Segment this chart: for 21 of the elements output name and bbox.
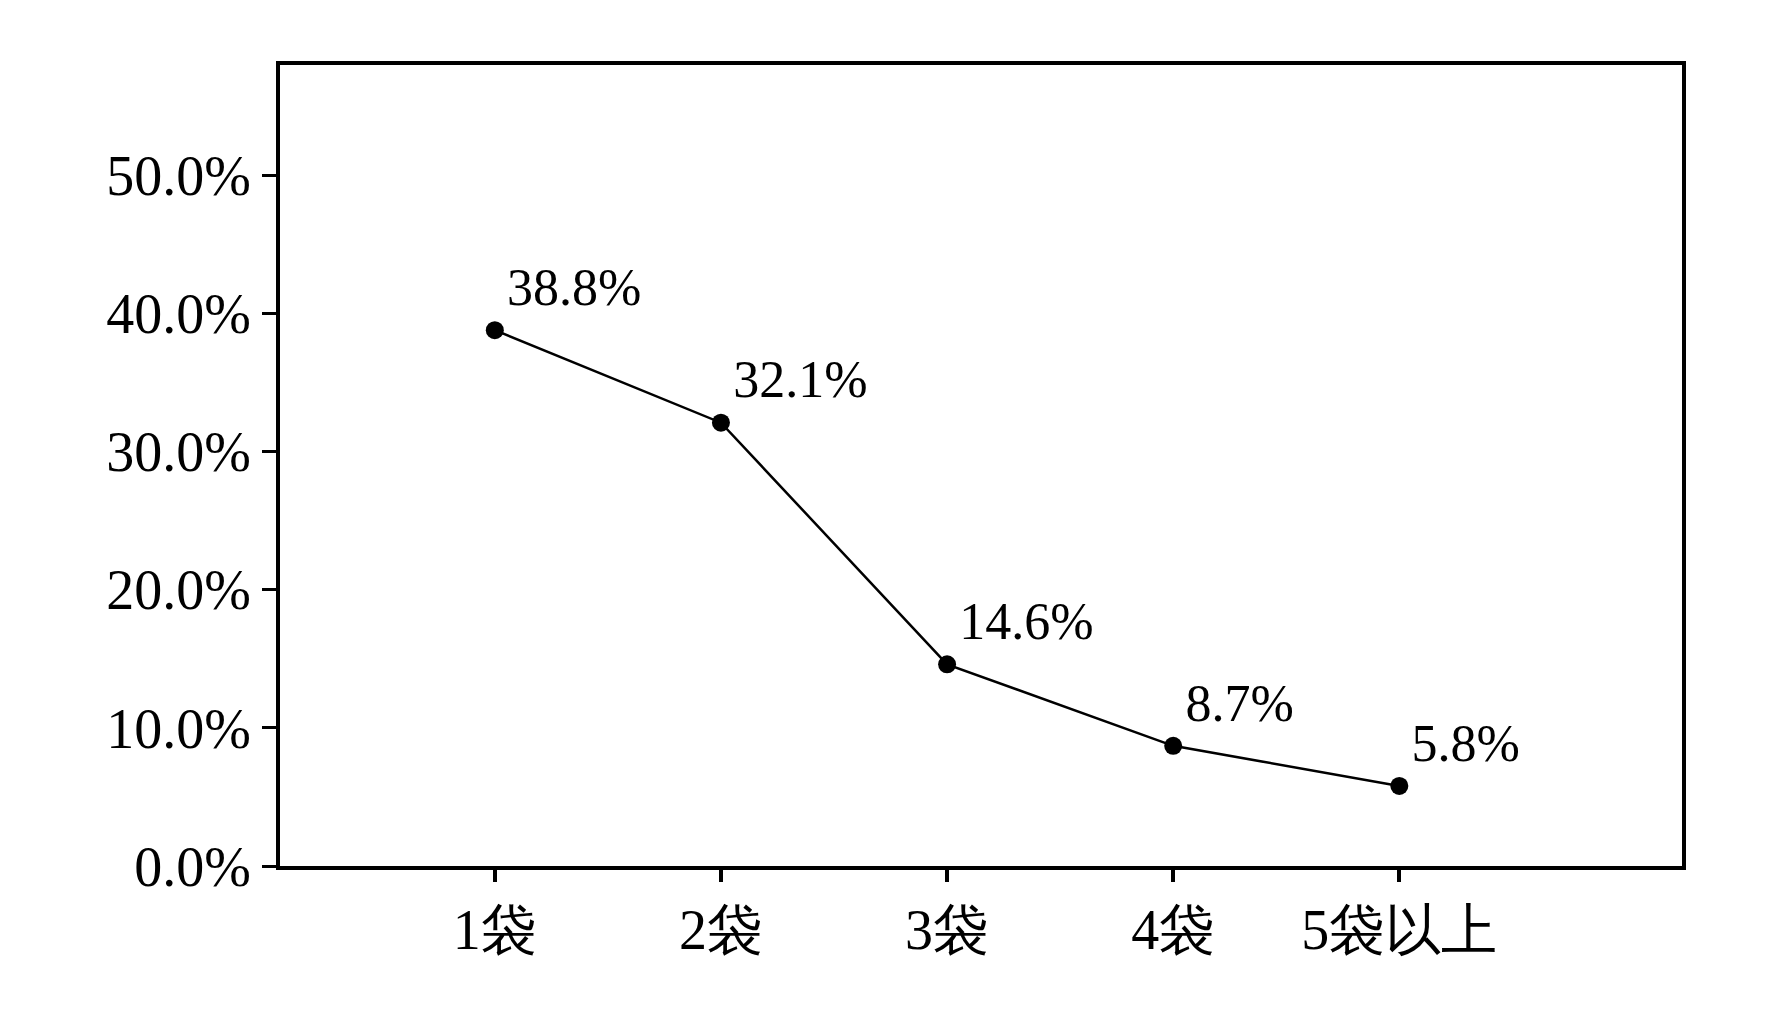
point (938, 655, 957, 674)
y-tick-label: 50.0% (106, 145, 251, 208)
data-label: 14.6% (959, 593, 1094, 651)
y-tick-label: 20.0% (106, 559, 251, 622)
y-tick-label: 0.0% (134, 835, 251, 898)
data-label: 38.8% (507, 258, 642, 316)
data-label: 5.8% (1411, 714, 1520, 772)
y-tick-label: 40.0% (106, 283, 251, 346)
y-tick-label: 10.0% (106, 697, 251, 760)
point (711, 413, 730, 432)
x-tick-label: 4袋 (1131, 899, 1216, 962)
x-tick-label: 2袋 (678, 899, 763, 962)
x-tick-label: 3袋 (905, 899, 990, 962)
data-label: 8.7% (1185, 674, 1294, 732)
point (1164, 736, 1183, 755)
x-tick-label: 1袋 (452, 899, 537, 962)
x-tick-label: 5袋以上 (1301, 899, 1498, 962)
data-label: 32.1% (733, 351, 868, 409)
y-tick-label: 30.0% (106, 421, 251, 484)
point (485, 321, 504, 340)
point (1390, 776, 1409, 795)
